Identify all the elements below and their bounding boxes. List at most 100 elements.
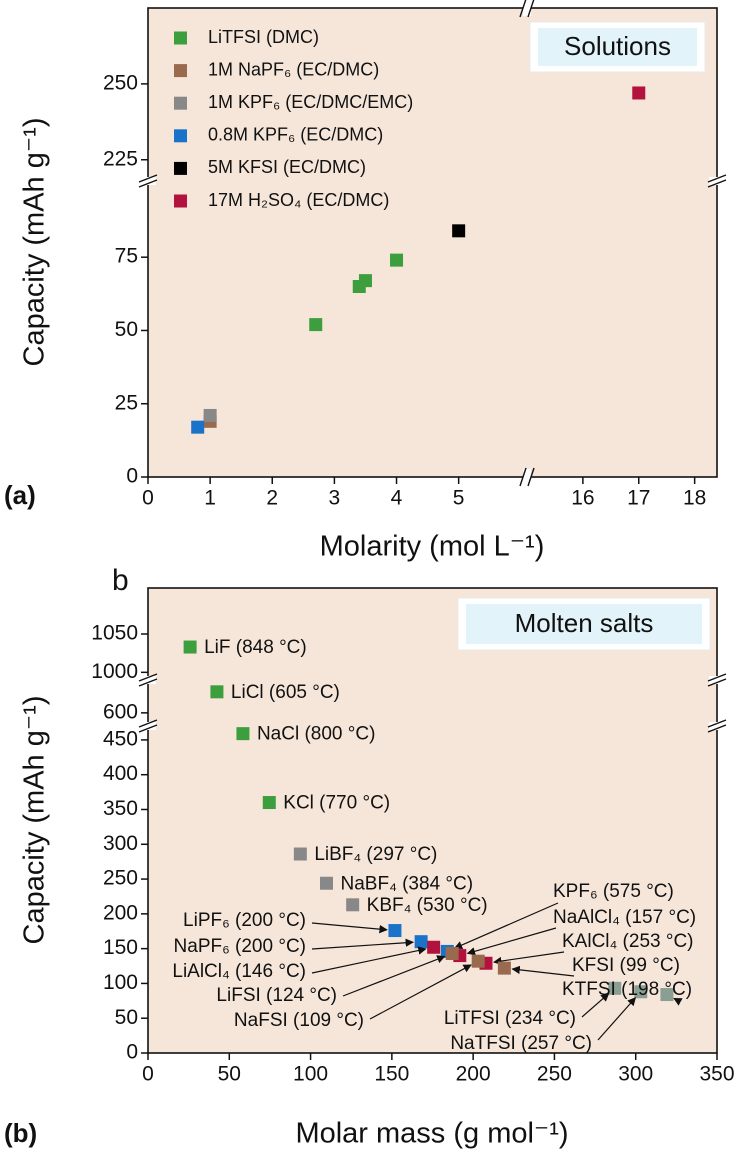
x-tick-label: 3 [329,487,341,510]
data-point [608,981,622,995]
y-tick-label: 50 [115,318,138,341]
y-tick-label: 0 [126,1041,138,1064]
axis-break-gap [140,722,156,730]
legend-label: 1M KPF₆ (EC/DMC/EMC) [208,92,413,112]
y-tick-label: 600 [103,700,138,723]
legend-label: 0.8M KPF₆ (EC/DMC) [208,125,383,145]
x-tick-label: 18 [683,487,706,510]
label-arrow [342,955,446,997]
y-tick-label: 1050 [91,622,138,645]
point-label: LiPF₆ (200 °C) [183,910,306,931]
x-tick-label: 0 [142,1063,154,1086]
data-point [346,898,360,912]
panel-label: (a) [4,480,36,510]
label-arrow [581,993,610,1018]
axis-break [527,467,535,487]
data-point [388,924,402,938]
legend-label: LiTFSI (DMC) [208,27,319,47]
data-point [497,961,511,975]
annotation-inner [466,604,702,644]
axis-break [138,179,158,188]
data-point [262,796,276,810]
x-tick-label: 350 [699,1063,734,1086]
y-tick-label: 0 [126,465,138,488]
y-tick-label: 200 [103,901,138,924]
point-label: KPF₆ (575 °C) [553,881,674,902]
annotation: Solutions [564,31,671,61]
data-point [414,935,428,949]
axis-break-gap [709,177,725,185]
point-label: KTFSI (198 °C) [562,979,692,1000]
label-arrow [597,997,637,1041]
legend-label: 5M KFSI (EC/DMC) [208,157,366,177]
point-label: KCl (770 °C) [283,793,390,814]
point-label: NaBF₄ (384 °C) [341,873,474,894]
legend-label: 1M NaPF₆ (EC/DMC) [208,59,379,79]
x-tick-label: 0 [142,487,154,510]
legend-marker [174,64,187,78]
axis-break [519,0,527,18]
axis-break [138,174,158,183]
annotation-inner [538,28,697,66]
plot-area [147,587,718,1054]
axis-break [519,467,527,487]
y-tick-label: 1000 [91,660,138,683]
data-point [236,727,250,741]
x-tick-label: 2 [266,487,278,510]
y-tick-label: 225 [103,147,138,170]
y-tick-label: 400 [103,762,138,785]
y-tick-label: 450 [103,727,138,750]
label-arrow [511,965,575,977]
plot-area [147,7,718,478]
data-point [183,640,197,654]
label-arrow [311,922,388,934]
label-arrow [369,964,472,1020]
point-label: LiAlCl₄ (146 °C) [172,961,306,982]
axis-break [707,719,727,728]
y-tick-label: 300 [103,832,138,855]
point-label: KAlCl₄ (253 °C) [562,931,694,952]
x-tick-label: 50 [218,1063,241,1086]
axis-break-gap [709,722,725,730]
point-label: NaFSI (109 °C) [234,1010,364,1031]
subplot-letter: b [112,564,129,597]
data-point [320,876,334,890]
x-tick-label: 4 [391,487,403,510]
y-tick-label: 50 [115,1006,138,1029]
point-label: NaCl (800 °C) [257,724,375,745]
x-tick-label: 200 [456,1063,491,1086]
x-axis-title: Molarity (mol L⁻¹) [320,531,545,563]
axis-break-gap [709,676,725,684]
label-arrow [311,946,427,974]
y-axis-title: Capacity (mAh g⁻¹) [19,118,51,367]
data-point [660,988,674,1002]
x-tick-label: 300 [618,1063,653,1086]
panel-label: (b) [4,1118,37,1148]
x-tick-label: 150 [374,1063,409,1086]
data-point [390,253,404,267]
data-point [445,947,459,961]
point-label: NaPF₆ (200 °C) [174,936,306,957]
data-point [358,274,372,288]
data-point [293,847,307,861]
legend-marker [174,129,187,143]
axis-break [138,719,158,728]
x-tick-label: 5 [453,487,465,510]
point-label: KFSI (99 °C) [572,955,680,976]
axis-break-gap [523,0,531,16]
point-label: LiFSI (124 °C) [216,985,337,1006]
y-tick-label: 25 [115,391,138,414]
point-label: NaAlCl₄ (157 °C) [553,907,696,928]
label-arrow [453,902,559,950]
legend-marker [174,194,187,208]
data-point [309,318,323,332]
point-label: NaTFSI (257 °C) [450,1033,592,1054]
data-point [427,940,441,954]
label-arrow [466,927,557,956]
x-axis-title: Molar mass (g mol⁻¹) [295,1118,568,1150]
axis-break [707,724,727,733]
data-point [471,954,485,968]
y-tick-label: 100 [103,971,138,994]
label-arrow [673,997,683,1006]
data-point [452,224,466,238]
